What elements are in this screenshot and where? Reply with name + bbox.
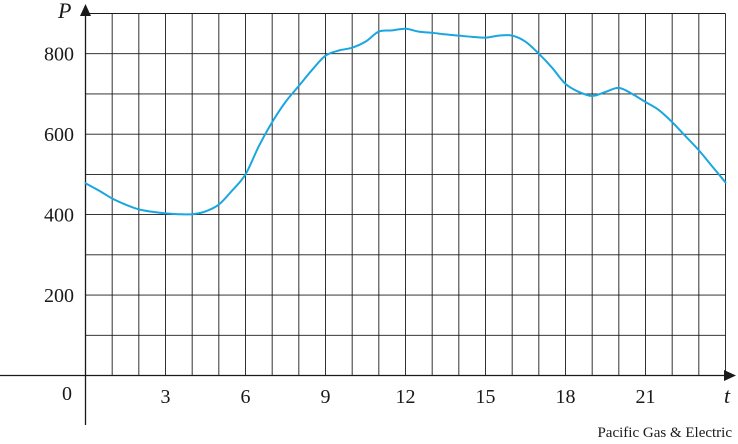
y-axis-arrowhead <box>80 4 91 16</box>
x-axis-label: t <box>724 383 731 408</box>
y-axis-label: P <box>57 0 71 23</box>
y-tick-label: 800 <box>44 44 74 66</box>
y-tick-labels: 200 400 600 800 <box>44 44 74 307</box>
x-tick-label: 9 <box>321 386 331 408</box>
x-tick-label: 15 <box>476 386 496 408</box>
y-tick-label: 200 <box>44 285 74 307</box>
chart-axes: P t 0 <box>0 0 736 425</box>
source-credit: Pacific Gas & Electric <box>597 425 732 441</box>
x-tick-label: 6 <box>241 386 251 408</box>
x-axis-arrowhead <box>724 370 736 381</box>
x-tick-label: 21 <box>636 386 656 408</box>
y-tick-label: 600 <box>44 124 74 146</box>
x-tick-label: 12 <box>396 386 416 408</box>
power-series-line <box>84 27 727 216</box>
y-tick-label: 400 <box>44 205 74 227</box>
origin-label: 0 <box>62 383 72 405</box>
x-tick-label: 3 <box>161 386 171 408</box>
x-tick-label: 18 <box>556 386 576 408</box>
chart-grid <box>85 13 726 376</box>
x-tick-labels: 3 6 9 12 15 18 21 <box>161 386 656 408</box>
